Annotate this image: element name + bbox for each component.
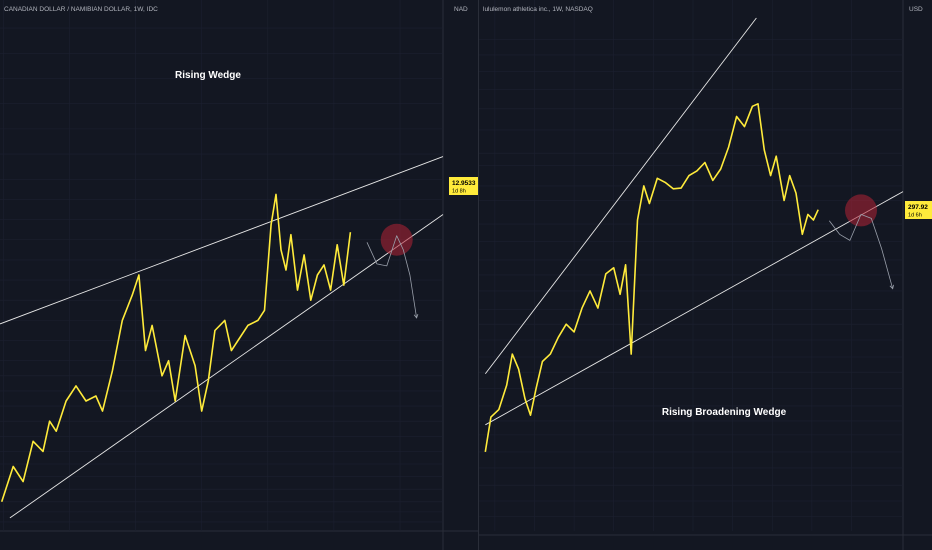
currency-label: NAD [454, 6, 468, 13]
price-scale[interactable] [0, 27, 443, 523]
forecast-arrowhead [413, 313, 419, 319]
forecast-path [828, 214, 894, 289]
target-highlight [844, 194, 877, 227]
cadnad-chart[interactable]: CANADIAN DOLLAR / NAMIBIAN DOLLAR, 1W, I… [0, 0, 478, 550]
last-price-tag: 297.92 1d 6h [905, 201, 932, 219]
trendline [0, 156, 444, 325]
price-tag-background [449, 177, 478, 195]
bar-countdown: 1d 6h [908, 213, 922, 219]
bar-countdown: 1d 8h [452, 189, 466, 195]
forecast-arrow [366, 235, 419, 319]
target-highlight [380, 223, 413, 256]
price-tag-background [905, 201, 932, 219]
price-line [0, 193, 352, 503]
trendlines [0, 156, 444, 519]
price-series [0, 193, 352, 503]
lulu-chart[interactable]: lululemon athletica inc., 1W, NASDAQ USD… [479, 0, 932, 550]
last-price: 297.92 [908, 204, 928, 211]
forecast-arrowhead [889, 284, 894, 290]
trendlines [484, 17, 904, 426]
price-line [484, 103, 819, 453]
chart-pane-cadnad[interactable]: CANADIAN DOLLAR / NAMIBIAN DOLLAR, 1W, I… [0, 0, 478, 550]
last-price-tag: 12.9533 1d 8h [449, 177, 478, 195]
target-circle [380, 223, 413, 256]
trendline [484, 17, 757, 375]
forecast-path [366, 235, 417, 318]
symbol-title: lululemon athletica inc., 1W, NASDAQ [483, 6, 593, 13]
pattern-annotation: Rising Broadening Wedge [662, 407, 787, 418]
trendline [9, 214, 444, 519]
forecast-arrow [828, 214, 894, 290]
last-price: 12.9533 [452, 180, 476, 187]
chart-pane-lulu[interactable]: lululemon athletica inc., 1W, NASDAQ USD… [478, 0, 932, 550]
currency-label: USD [909, 6, 923, 13]
price-scale[interactable] [479, 39, 903, 517]
trendline [485, 191, 904, 426]
time-scale[interactable] [494, 0, 852, 531]
price-series [484, 103, 819, 453]
time-scale[interactable] [3, 0, 401, 531]
pattern-annotation: Rising Wedge [175, 70, 241, 81]
target-circle [844, 194, 877, 227]
symbol-title: CANADIAN DOLLAR / NAMIBIAN DOLLAR, 1W, I… [4, 6, 158, 13]
